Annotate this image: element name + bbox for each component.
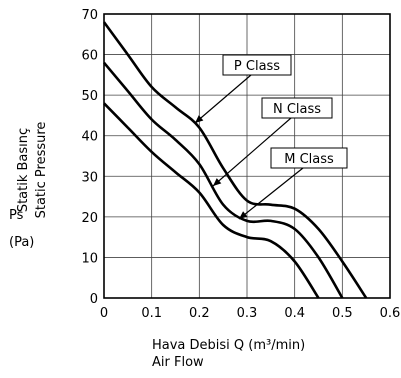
y-axis-label-en: Static Pressure <box>34 122 49 219</box>
x-tick-label: 0.2 <box>189 306 210 321</box>
n-class-label: N Class <box>273 102 321 117</box>
y-tick-label: 40 <box>81 130 98 145</box>
y-tick-label: 60 <box>81 49 98 64</box>
m-class-label: M Class <box>284 152 334 167</box>
y-tick-label: 70 <box>81 8 98 23</box>
n-class-label-leader <box>212 117 292 187</box>
p-class-curve <box>102 21 368 299</box>
y-axis-unit: (Pa) <box>9 235 34 250</box>
p-class-label-box <box>222 54 292 76</box>
x-tick-labels: 0 0.1 0.2 0.3 0.4 0.5 0.6 <box>100 306 400 321</box>
y-tick-label: 10 <box>81 251 98 266</box>
plot-frame <box>103 13 391 299</box>
y-tick-labels: 0 10 20 30 40 50 60 70 <box>81 8 98 307</box>
series-curves <box>102 21 368 299</box>
y-tick-label: 30 <box>81 170 98 185</box>
y-tick-label: 50 <box>81 89 98 104</box>
x-tick-label: 0.1 <box>141 306 162 321</box>
n-class-curve <box>103 61 344 299</box>
y-axis-symbol: Ps <box>9 208 24 223</box>
m-class-label-leader <box>238 167 304 220</box>
x-axis-label-en: Air Flow <box>152 355 204 370</box>
n-class-label-arrowhead <box>213 178 222 186</box>
p-class-label-leader <box>194 74 252 124</box>
x-tick-label: 0.3 <box>237 306 258 321</box>
x-axis-label-tr: Hava Debisi Q (m³/min) <box>152 338 305 353</box>
p-class-label: P Class <box>234 59 280 74</box>
y-tick-label: 20 <box>81 211 98 226</box>
m-class-label-arrowhead <box>239 211 248 219</box>
y-tick-label: 0 <box>90 292 98 307</box>
x-tick-label: 0.4 <box>284 306 305 321</box>
series-annotations: P Class N Class M Class <box>194 54 348 220</box>
x-tick-label: 0.5 <box>332 306 353 321</box>
y-axis-label-tr: Statik Basınç <box>16 128 31 212</box>
x-tick-label: 0 <box>100 306 108 321</box>
m-class-label-box <box>270 147 348 169</box>
n-class-label-box <box>261 97 333 119</box>
m-class-curve <box>103 102 320 299</box>
p-class-label-arrowhead <box>195 115 204 123</box>
x-tick-label: 0.6 <box>380 306 401 321</box>
